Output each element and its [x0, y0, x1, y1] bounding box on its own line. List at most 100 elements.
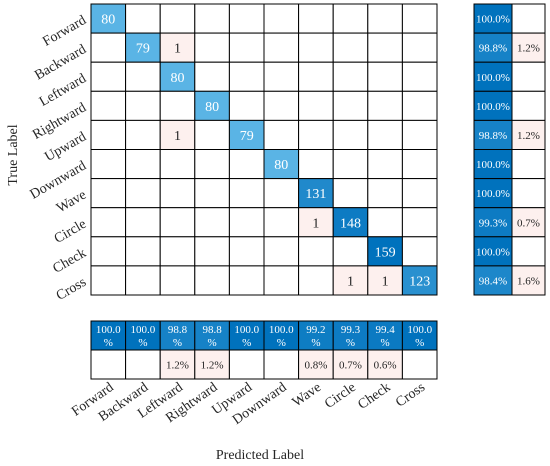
matrix-cell	[159, 207, 196, 238]
matrix-cell	[228, 178, 265, 209]
matrix-cell	[194, 207, 230, 238]
matrix-cell	[90, 236, 127, 267]
matrix-cell	[367, 236, 403, 267]
matrix-cell	[367, 119, 403, 151]
column-summary-incorrect-cell	[401, 349, 438, 380]
y-axis-label: True Label	[6, 124, 21, 185]
matrix-cell	[263, 207, 300, 238]
matrix-cell-value: 159	[375, 245, 396, 260]
row-summary-correct-value: 100.0%	[476, 188, 510, 200]
matrix-cell	[401, 119, 438, 151]
matrix-cell	[194, 265, 230, 296]
column-summary-correct-cell	[263, 320, 300, 351]
row-summary-correct-value: 100.0%	[476, 14, 510, 26]
column-summary-correct-cell	[125, 320, 161, 351]
matrix-cell	[194, 178, 230, 209]
matrix-cell	[401, 207, 438, 238]
matrix-cell	[332, 236, 369, 267]
matrix-cell	[332, 3, 369, 34]
matrix-cell	[367, 149, 403, 180]
matrix-cell	[159, 236, 196, 267]
row-summary-incorrect-cell	[511, 119, 546, 151]
matrix-cell	[401, 3, 438, 34]
column-summary-correct-value: 100.0%	[407, 324, 432, 349]
matrix-cell	[194, 32, 230, 63]
matrix-cell	[90, 149, 127, 180]
matrix-cell	[228, 265, 265, 296]
matrix-cell	[125, 149, 161, 180]
column-summary-incorrect-cell	[194, 349, 230, 380]
column-summary-incorrect-cell	[125, 349, 161, 380]
matrix-cell	[159, 90, 196, 121]
matrix-cell	[401, 149, 438, 180]
row-summary-correct-cell	[473, 236, 513, 267]
row-summary-incorrect-value: 1.2%	[517, 130, 540, 142]
matrix-cell	[90, 3, 127, 34]
matrix-cell	[228, 32, 265, 63]
column-summary-incorrect-cell	[367, 349, 403, 380]
row-summary-correct-cell	[473, 90, 513, 121]
matrix-cell	[125, 236, 161, 267]
x-tick-label: Check	[355, 380, 393, 413]
matrix-cell	[298, 207, 334, 238]
column-summary-correct-value: 99.2%	[306, 324, 325, 349]
matrix-cell	[228, 149, 265, 180]
matrix-cell	[90, 265, 127, 296]
matrix-cell-value: 80	[274, 158, 288, 173]
matrix-cell	[194, 3, 230, 34]
matrix-cell	[159, 149, 196, 180]
matrix-cell	[90, 32, 127, 63]
column-summary-correct-value: 100.0%	[96, 324, 121, 349]
matrix-cell	[298, 3, 334, 34]
matrix-cell-value: 131	[305, 187, 326, 202]
matrix-cell	[228, 90, 265, 121]
matrix-cell	[125, 207, 161, 238]
matrix-cell	[298, 119, 334, 151]
column-summary-correct-value: 99.3%	[341, 324, 361, 349]
x-tick-label: Circle	[322, 380, 359, 412]
row-summary-correct-cell	[473, 119, 513, 151]
row-summary-incorrect-value: 0.7%	[517, 217, 540, 229]
matrix-cell	[125, 178, 161, 209]
matrix-cell	[263, 3, 300, 34]
y-tick-label: Circle	[52, 217, 89, 247]
matrix-cell	[332, 178, 369, 209]
column-summary-correct-value: 100.0%	[269, 324, 294, 349]
column-summary-correct-cell	[367, 320, 403, 351]
matrix-cell	[298, 265, 334, 296]
matrix-cell-value: 79	[136, 42, 150, 57]
predicted-label-ticks: ForwardBackwardLeftwardRightwardUpwardDo…	[69, 380, 428, 428]
matrix-cell	[125, 265, 161, 296]
matrix-cell	[159, 178, 196, 209]
row-summary-incorrect-cell	[511, 265, 546, 296]
matrix-cell-value: 80	[171, 71, 185, 86]
matrix-cell	[298, 236, 334, 267]
matrix-cell	[194, 119, 230, 151]
column-summary-correct-cell	[401, 320, 438, 351]
matrix-cell-value: 148	[340, 216, 361, 231]
matrix-cell	[90, 61, 127, 92]
matrix-cell	[298, 32, 334, 63]
confusion-matrix-grid: 80 79 1 80 80 1 79 80 131 1 148 159 1 1 123	[90, 3, 438, 296]
row-summary-correct-cell	[473, 265, 513, 296]
y-tick-label: Check	[51, 246, 89, 277]
matrix-cell-value: 1	[174, 42, 181, 57]
true-label-ticks: ForwardBackwardLeftwardRightwardUpwardDo…	[28, 13, 89, 304]
matrix-cell	[159, 3, 196, 34]
matrix-cell	[367, 265, 403, 296]
matrix-cell	[332, 265, 369, 296]
matrix-cell	[194, 149, 230, 180]
row-summary-incorrect-cell	[511, 149, 546, 180]
column-summary-correct-value: 98.8%	[202, 324, 222, 349]
matrix-cell	[332, 32, 369, 63]
matrix-cell	[367, 178, 403, 209]
row-summary-correct-value: 100.0%	[476, 159, 510, 171]
matrix-cell	[263, 178, 300, 209]
matrix-cell	[367, 207, 403, 238]
matrix-cell	[401, 61, 438, 92]
row-summary-correct-value: 98.4%	[479, 275, 507, 287]
matrix-cell	[263, 265, 300, 296]
matrix-cell	[298, 90, 334, 121]
row-summary-correct-value: 100.0%	[476, 101, 510, 113]
